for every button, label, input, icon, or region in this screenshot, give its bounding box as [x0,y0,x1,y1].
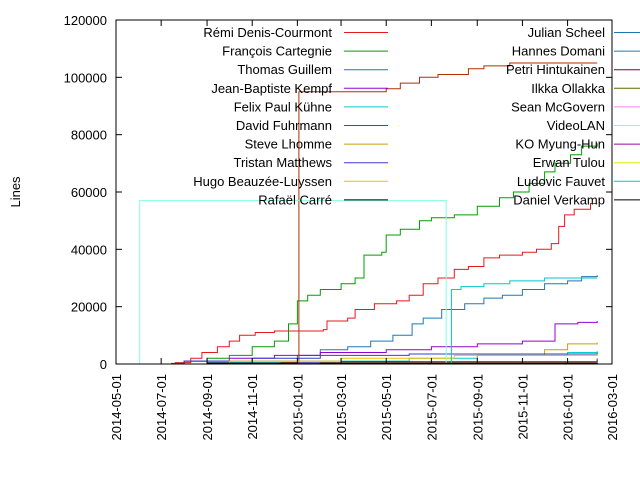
legend-label: Sean McGovern [511,99,605,114]
x-tick-label: 2014-11-01 [245,374,260,440]
legend-label: Felix Paul Kühne [234,99,332,114]
legend-label: Erwan Tulou [533,155,605,170]
legend-label: Daniel Verkamp [513,192,605,207]
y-tick-label: 0 [100,357,107,372]
x-tick-label: 2015-07-01 [424,374,439,441]
series-line-3 [138,275,598,365]
legend-label: David Fuhrmann [236,118,332,133]
x-axis: 2014-05-01 2014-07-01 2014-09-01 2014-11-01… [109,20,620,441]
y-tick-label: 20000 [71,300,107,315]
legend-label: Hannes Domani [512,44,605,59]
y-tick-label: 40000 [71,242,107,257]
legend-label: Ludovic Fauvet [517,174,606,189]
y-axis-label: Lines [8,176,23,208]
legend-label: Hugo Beauzée-Luyssen [193,174,332,189]
legend-label: Ilkka Ollakka [531,81,605,96]
legend-label: Thomas Guillem [237,62,332,77]
x-tick-label: 2014-07-01 [154,374,169,441]
legend-label: VideoLAN [547,118,605,133]
x-tick-label: 2015-01-01 [290,374,305,441]
series-line-16 [138,200,598,365]
y-tick-label: 80000 [71,128,107,143]
legend-label: Rafaël Carré [258,192,332,207]
legend-label: Jean-Baptiste Kempf [211,81,332,96]
legend-label: Julian Scheel [528,25,605,40]
legend-label: Steve Lhomme [245,137,332,152]
series-line-8 [138,352,598,365]
y-tick-label: 100000 [64,70,107,85]
y-tick-label: 60000 [71,185,107,200]
x-tick-label: 2015-05-01 [379,374,394,441]
legend-label: Rémi Denis-Courmont [203,25,332,40]
x-tick-label: 2015-09-01 [470,374,485,441]
x-tick-label: 2015-03-01 [334,374,349,441]
legend-label: Petri Hintukainen [506,62,605,77]
x-tick-label: 2014-05-01 [109,374,124,441]
series-line-2 [138,143,598,365]
x-tick-label: 2016-01-01 [561,374,576,441]
x-tick-label: 2016-03-01 [605,374,620,441]
series-line-4 [138,321,598,365]
legend-label: François Cartegnie [222,44,332,59]
y-tick-label: 120000 [64,13,107,28]
legend: Rémi Denis-Courmont François Cartegnie Tho… [193,25,640,207]
y-axis: 0 20000 40000 60000 80000 100000 120000 [64,13,612,372]
legend-label: KO Myung-Hun [515,137,605,152]
legend-label: Tristan Matthews [234,155,333,170]
series-line-1 [138,203,598,365]
series-line-19 [138,277,598,365]
x-tick-label: 2015-11-01 [515,374,530,440]
x-tick-label: 2014-09-01 [200,374,215,441]
